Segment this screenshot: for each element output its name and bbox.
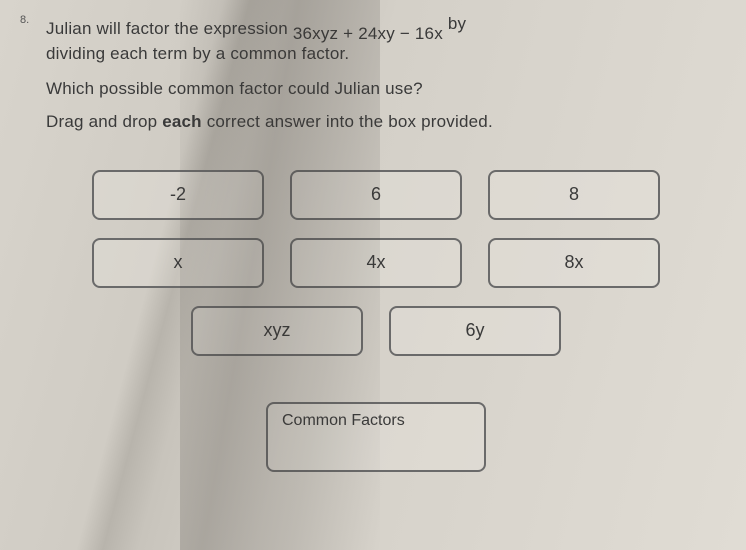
tile-6y[interactable]: 6y [389, 306, 561, 356]
problem-line-1: Julian will factor the expression 36xyz … [46, 18, 706, 41]
text-part-1a: Julian will factor the expression [46, 19, 288, 38]
tiles-area: -2 6 8 x 4x 8x xyz 6y Common Factors [46, 170, 706, 472]
problem-line-4: Drag and drop each correct answer into t… [46, 111, 706, 134]
problem-line-2: dividing each term by a common factor. [46, 43, 706, 66]
tile-neg2[interactable]: -2 [92, 170, 264, 220]
dropzone-label: Common Factors [282, 412, 405, 429]
common-factors-dropzone[interactable]: Common Factors [266, 402, 486, 472]
question-number: 8. [20, 14, 29, 26]
problem-line-3: Which possible common factor could Julia… [46, 78, 706, 101]
text-part-1b: by [448, 14, 466, 33]
tile-x[interactable]: x [92, 238, 264, 288]
tile-xyz[interactable]: xyz [191, 306, 363, 356]
text-part-4b: correct answer into the box provided. [202, 112, 493, 131]
text-bold-each: each [162, 112, 202, 131]
tile-row-2: x 4x 8x [92, 238, 660, 288]
tile-8x[interactable]: 8x [488, 238, 660, 288]
tile-4x[interactable]: 4x [290, 238, 462, 288]
text-part-4a: Drag and drop [46, 112, 162, 131]
expression: 36xyz + 24xy − 16x [293, 24, 443, 43]
tile-row-3: xyz 6y [191, 306, 561, 356]
tile-row-1: -2 6 8 [92, 170, 660, 220]
tile-8[interactable]: 8 [488, 170, 660, 220]
tile-6[interactable]: 6 [290, 170, 462, 220]
